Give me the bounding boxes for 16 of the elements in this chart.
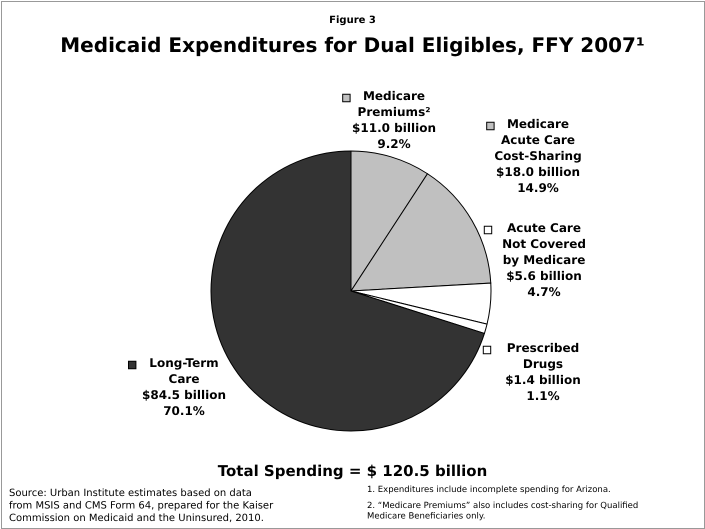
legend-label: Acute Care Not Covered by Medicare [502,221,586,267]
data-label: $18.0 billion 14.9% [496,165,580,195]
caption: Figure 3 [329,15,376,26]
legend-label: Long-Term Care [149,356,219,386]
data-label: $11.0 billion 9.2% [352,121,436,151]
text: 1. Expenditures include incomplete spending for Arizona. [367,485,611,495]
data-label: $84.5 billion 70.1% [142,388,226,418]
legend-label: Medicare Premiums² [358,89,430,119]
legend-label: Medicare Acute Care Cost-Sharing [494,117,582,163]
data-label: $5.6 billion 4.7% [506,269,582,299]
data-label: $1.4 billion 1.1% [505,373,581,403]
legend-label: Prescribed Drugs [506,341,580,371]
text: 2. “Medicare Premiums” also includes cost-sharing for Qualified Medicare Beneficiaries only. [367,501,638,522]
text: Total Spending = $ 120.5 billion [218,462,488,480]
chart-title: Medicaid Expenditures for Dual Eligibles, FFY 2007¹ [60,33,645,57]
source-note: Source: Urban Institute estimates based on data from MSIS and CMS Form 64, prepared for the Kaiser Commission on Medicaid and the Uninsured, 2010. [9,488,274,524]
